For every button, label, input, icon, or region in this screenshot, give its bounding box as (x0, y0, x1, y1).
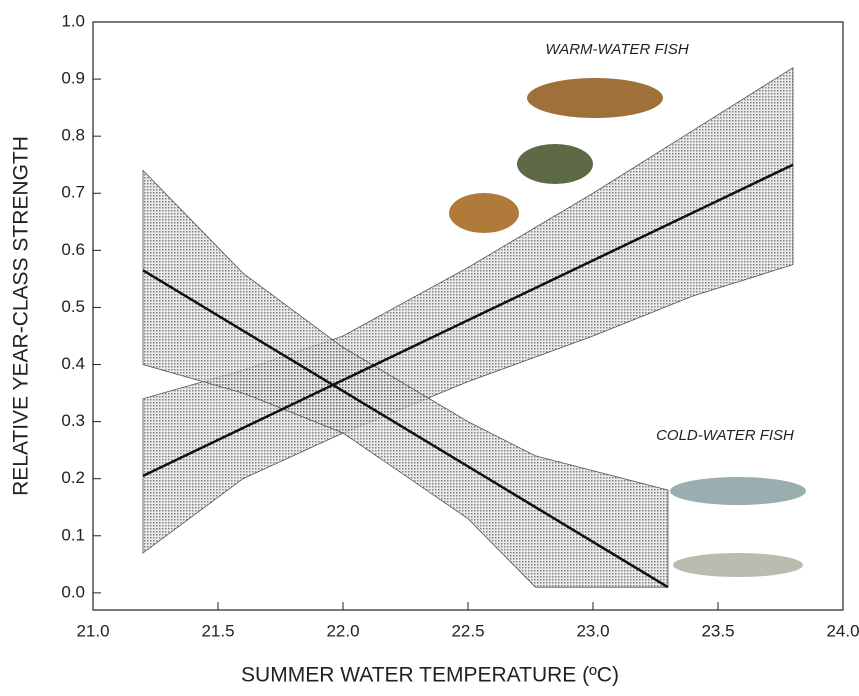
confidence-band (142, 66, 794, 554)
y-tick-label: 0.3 (61, 411, 85, 430)
x-tick-label: 23.0 (576, 621, 609, 640)
x-tick-label: 23.5 (701, 621, 734, 640)
trend-line (142, 163, 794, 477)
y-tick-label: 0.5 (61, 297, 85, 316)
y-tick-label: 0.0 (61, 582, 85, 601)
y-tick-label: 0.7 (61, 183, 85, 202)
x-tick-label: 22.0 (326, 621, 359, 640)
trend-line (142, 269, 669, 589)
y-tick-label: 0.2 (61, 468, 85, 487)
x-axis-title: SUMMER WATER TEMPERATURE (ºC) (241, 664, 619, 687)
y-tick-label: 0.6 (61, 240, 85, 259)
fish-illustrations (449, 78, 806, 577)
y-tick-label: 1.0 (61, 11, 85, 30)
y-tick-label: 0.4 (61, 354, 85, 373)
x-tick-label: 21.5 (201, 621, 234, 640)
y-axis-title: RELATIVE YEAR-CLASS STRENGTH (10, 136, 33, 496)
annotation: WARM-WATER FISH (545, 41, 688, 58)
x-tick-label: 24.0 (826, 621, 859, 640)
annotation: COLD-WATER FISH (656, 427, 794, 444)
x-tick-label: 21.0 (76, 621, 109, 640)
y-tick-label: 0.8 (61, 126, 85, 145)
y-tick-label: 0.9 (61, 69, 85, 88)
x-tick-label: 22.5 (451, 621, 484, 640)
y-tick-label: 0.1 (61, 525, 85, 544)
